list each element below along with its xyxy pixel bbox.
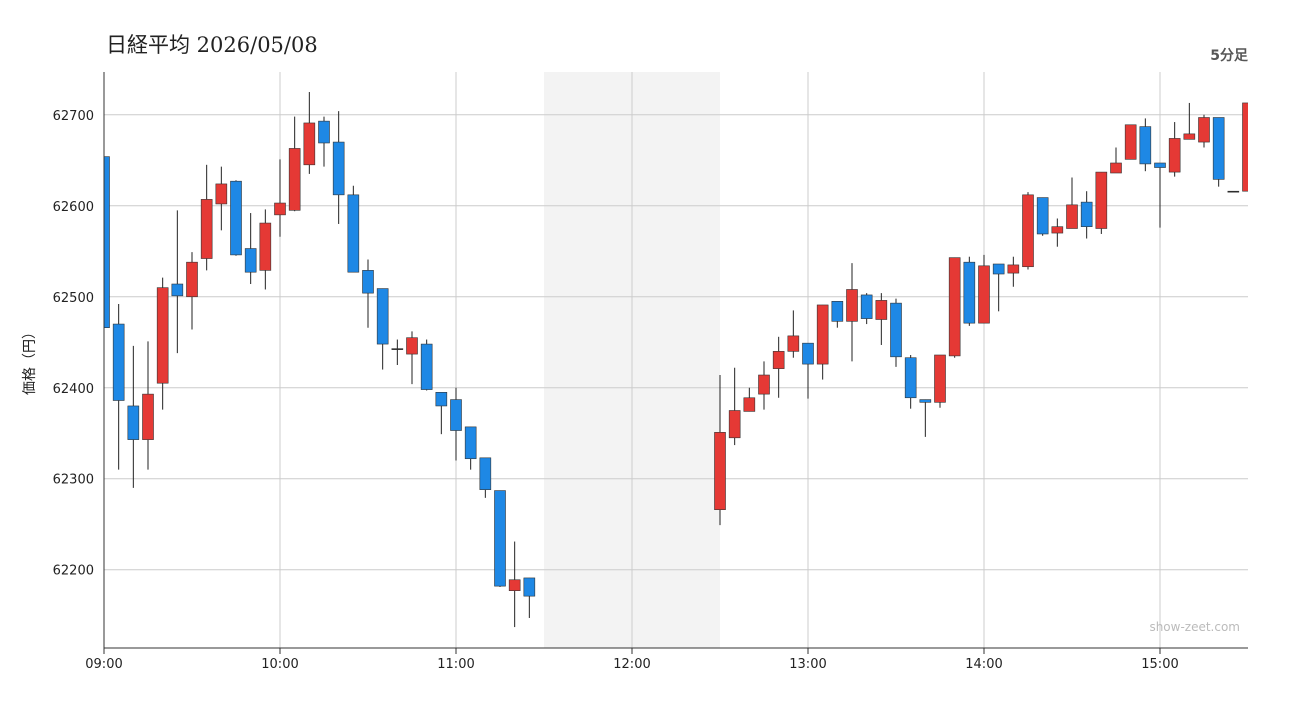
candle-body bbox=[1051, 226, 1064, 234]
candle-body bbox=[1227, 190, 1240, 193]
candle-body bbox=[142, 393, 154, 440]
candle-body bbox=[127, 405, 140, 440]
candle-body bbox=[787, 335, 800, 352]
candle-body bbox=[186, 261, 198, 298]
y-tick-label: 62700 bbox=[53, 109, 94, 124]
interval-label: 5分足 bbox=[1210, 48, 1249, 64]
candle-body bbox=[1110, 162, 1122, 174]
candle-body bbox=[1080, 201, 1093, 227]
candle-body bbox=[494, 490, 506, 587]
y-axis-label: 価格（円） bbox=[22, 325, 38, 395]
candle-body bbox=[802, 342, 814, 365]
candle-body bbox=[1066, 204, 1078, 229]
axes: 62200 62300 62400 62500 62600 62700 09:00 10:00… bbox=[53, 72, 1248, 672]
candle-body bbox=[1139, 126, 1152, 165]
candle-body bbox=[420, 343, 433, 390]
watermark: show-zeet.com bbox=[1149, 620, 1240, 634]
candle-body bbox=[464, 426, 477, 460]
candle-body bbox=[332, 141, 345, 196]
chart-title: 日経平均 2026/05/08 bbox=[106, 33, 318, 57]
candle-body bbox=[406, 337, 418, 355]
x-tick-label: 11:00 bbox=[437, 657, 474, 672]
candle-body bbox=[743, 397, 756, 412]
candle-body bbox=[1154, 162, 1166, 168]
x-tick-label: 12:00 bbox=[613, 657, 650, 672]
y-tick-label: 62200 bbox=[53, 564, 94, 579]
candle-body bbox=[890, 302, 902, 358]
candle-body bbox=[508, 579, 521, 591]
candle-body bbox=[1168, 138, 1181, 173]
y-tick-label: 62600 bbox=[53, 200, 94, 215]
candle-body bbox=[1183, 133, 1196, 140]
candle-body bbox=[347, 194, 360, 273]
candle-body bbox=[288, 148, 301, 211]
candle-body bbox=[992, 263, 1005, 275]
candle-body bbox=[714, 432, 726, 510]
candle-body bbox=[259, 222, 272, 271]
candle-body bbox=[156, 287, 169, 384]
candle-body bbox=[1007, 264, 1020, 274]
candle-body bbox=[978, 265, 990, 324]
candle-body bbox=[244, 248, 257, 273]
candle-body bbox=[112, 323, 125, 401]
candle-body bbox=[215, 183, 228, 205]
candle-body bbox=[1095, 171, 1108, 229]
candle-body bbox=[200, 199, 213, 259]
candle-body bbox=[1212, 117, 1225, 180]
y-tick-label: 62500 bbox=[53, 291, 94, 306]
candle-body bbox=[1022, 194, 1034, 268]
candle-body bbox=[728, 410, 741, 439]
candle-body bbox=[1124, 124, 1137, 160]
candle-body bbox=[758, 374, 770, 395]
x-tick-label: 10:00 bbox=[261, 657, 298, 672]
y-tick-label: 62300 bbox=[53, 473, 94, 488]
candle-body bbox=[303, 122, 316, 166]
candle-body bbox=[104, 156, 110, 328]
x-tick-label: 15:00 bbox=[1141, 657, 1178, 672]
candle-body bbox=[846, 289, 858, 322]
candle-body bbox=[919, 399, 932, 403]
candle-body bbox=[523, 577, 536, 597]
candle-body bbox=[274, 202, 286, 216]
candle-body bbox=[230, 180, 242, 256]
candle-body bbox=[963, 261, 976, 324]
candle-body bbox=[816, 304, 829, 365]
candle-body bbox=[376, 288, 389, 345]
x-tick-label: 09:00 bbox=[85, 657, 122, 672]
candle-body bbox=[1036, 197, 1049, 235]
candle-body bbox=[772, 351, 785, 369]
x-tick-label: 14:00 bbox=[965, 657, 1002, 672]
candle-body bbox=[860, 294, 873, 319]
candle-body bbox=[1242, 102, 1248, 192]
candle-body bbox=[362, 270, 374, 294]
candle-body bbox=[831, 301, 844, 322]
candle-body bbox=[948, 257, 961, 357]
candle-body bbox=[904, 357, 917, 399]
candle-body bbox=[875, 300, 888, 320]
y-tick-label: 62400 bbox=[53, 382, 94, 397]
candle-body bbox=[435, 392, 448, 407]
candle-body bbox=[318, 120, 330, 144]
candle-body bbox=[391, 348, 404, 350]
candle-body bbox=[479, 457, 492, 490]
candle-body bbox=[450, 399, 462, 431]
x-tick-label: 13:00 bbox=[789, 657, 826, 672]
candle-body bbox=[171, 283, 184, 297]
candle-body bbox=[1198, 117, 1210, 143]
candle-body bbox=[934, 354, 946, 403]
plot-area bbox=[104, 72, 1248, 648]
